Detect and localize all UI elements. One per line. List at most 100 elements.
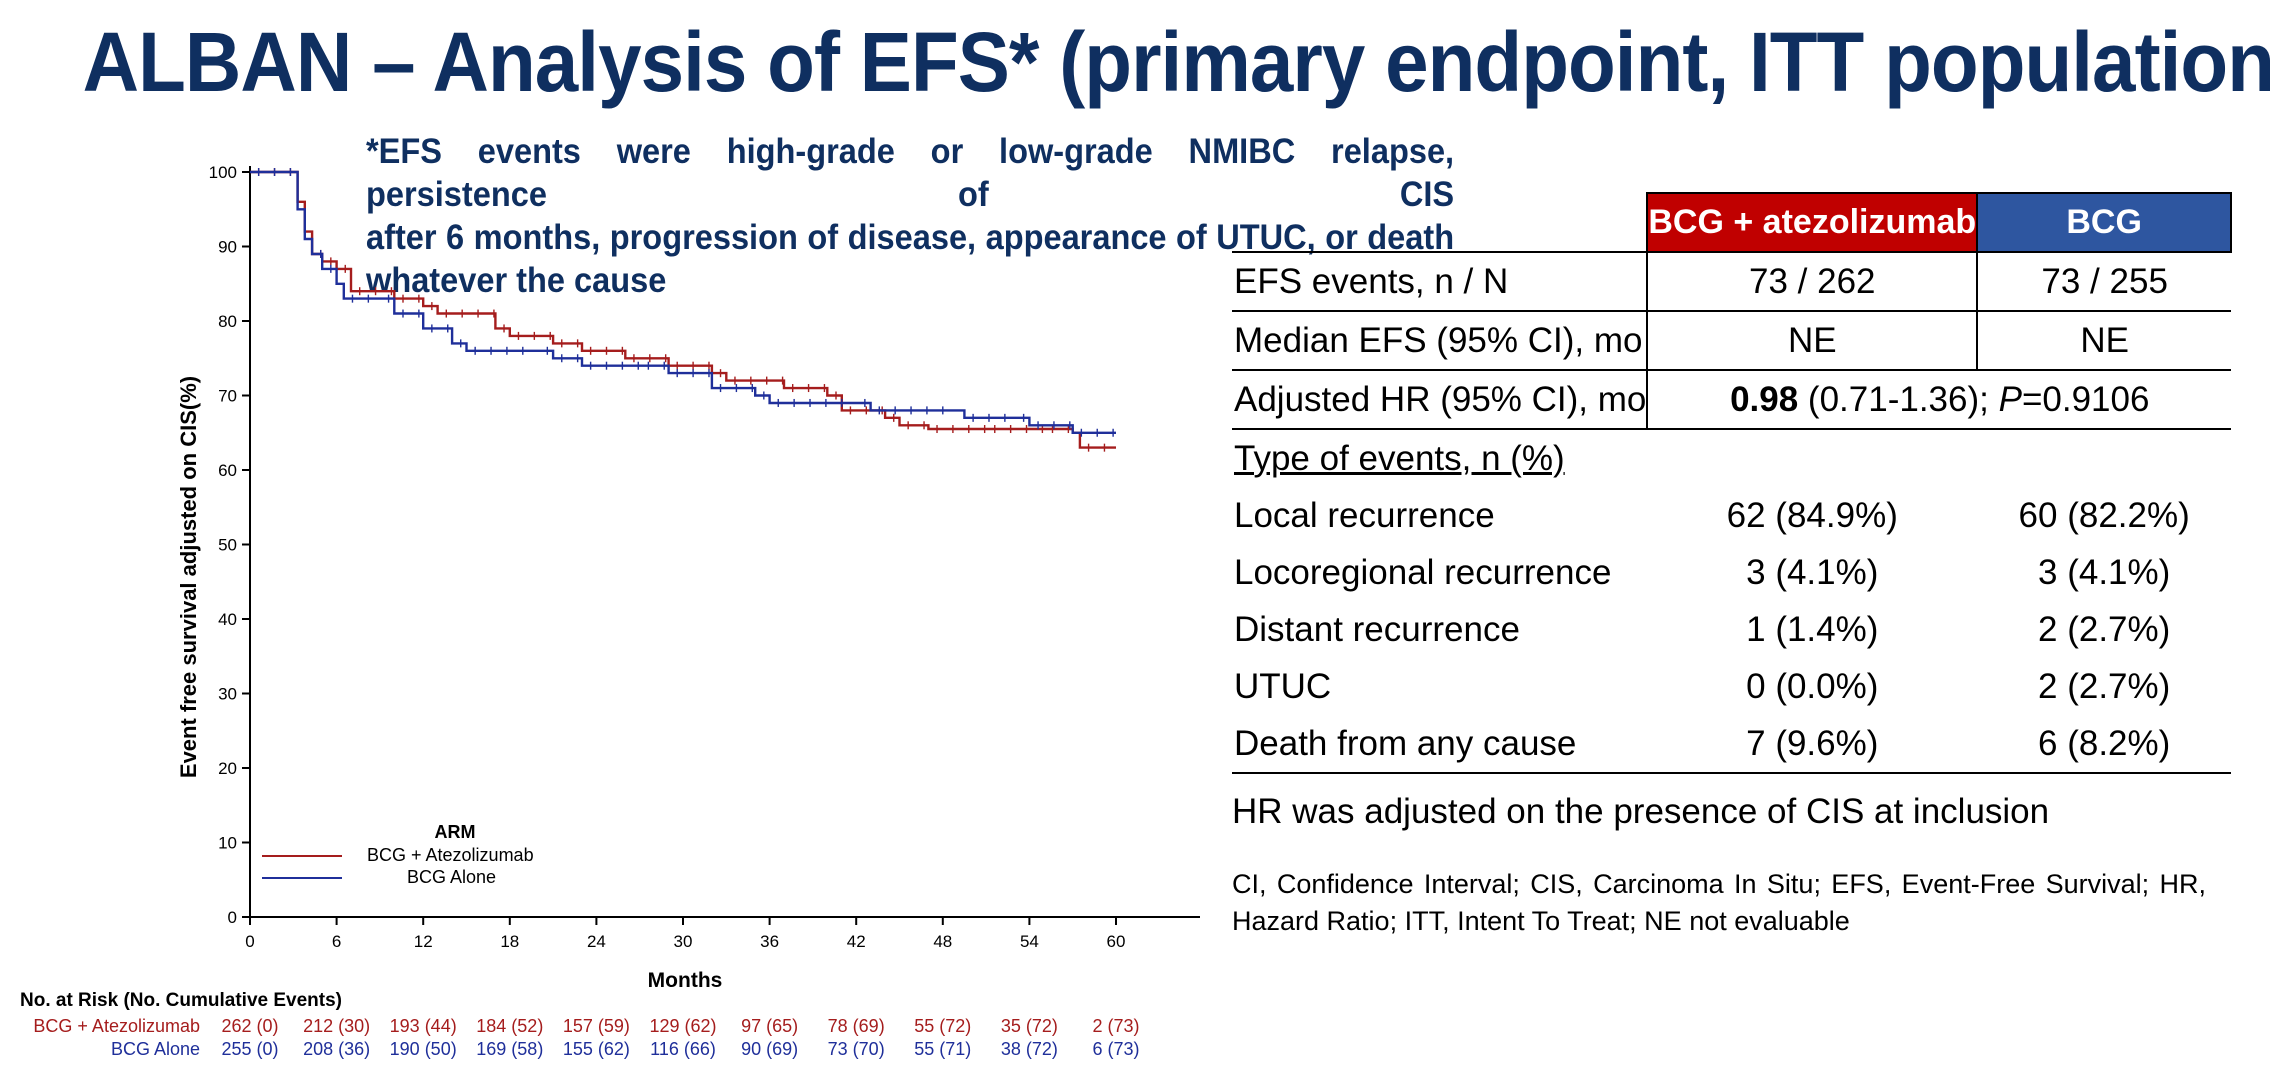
risk-cell: 6 (73) — [1092, 1039, 1140, 1059]
table-row-adjusted-hr: Adjusted HR (95% CI), mo 0.98 (0.71-1.36… — [1232, 370, 2232, 430]
table-row-death: Death from any cause 7 (9.6%) 6 (8.2%) — [1232, 715, 2232, 774]
legend-title: ARM — [435, 822, 476, 842]
series-line-atezolizumab — [250, 170, 1116, 449]
table-row-local-recurrence: Local recurrence 62 (84.9%) 60 (82.2%) — [1232, 487, 2231, 544]
risk-row-label: BCG Alone — [110, 1039, 200, 1059]
table-row-efs-events: EFS events, n / N 73 / 262 73 / 255 — [1232, 251, 2232, 312]
legend: ARM BCG + Atezolizumab BCG Alone — [262, 822, 534, 887]
y-tick-label: 50 — [218, 536, 237, 555]
row-label: EFS events, n / N — [1232, 251, 1649, 312]
y-axis: 0 10 20 30 40 50 60 70 80 90 100 — [209, 163, 251, 927]
risk-cell: 169 (58) — [476, 1039, 544, 1059]
row-label: Adjusted HR (95% CI), mo — [1232, 370, 1649, 430]
y-tick-label: 0 — [228, 908, 237, 927]
km-chart: 0 10 20 30 40 50 60 70 80 90 100 0 6 12 18 24 30 36 42 48 5… — [176, 163, 1200, 990]
hr-value: 0.98 — [1730, 379, 1799, 419]
risk-cell: 184 (52) — [476, 1016, 544, 1036]
risk-cell: 38 (72) — [1000, 1039, 1058, 1059]
risk-cell: 193 (44) — [389, 1016, 457, 1036]
footnote-line-3: whatever the cause — [366, 261, 667, 300]
y-tick-label: 40 — [218, 610, 237, 629]
y-tick-label: 80 — [218, 312, 237, 331]
legend-label-atezolizumab: BCG + Atezolizumab — [367, 845, 534, 865]
x-tick-label: 30 — [674, 932, 693, 951]
risk-cell: 73 (70) — [827, 1039, 885, 1059]
cell-atezolizumab: NE — [1647, 311, 1979, 371]
table-header-row: BCG + atezolizumab BCG — [1232, 192, 2233, 253]
y-tick-label: 10 — [218, 834, 237, 853]
risk-cell: 55 (71) — [914, 1039, 972, 1059]
table-row-types-header: Type of events, n (%) — [1232, 429, 2231, 487]
risk-cell: 212 (30) — [303, 1016, 371, 1036]
risk-cell: 190 (50) — [389, 1039, 457, 1059]
risk-cell: 129 (62) — [649, 1016, 717, 1036]
x-tick-label: 6 — [332, 932, 341, 951]
footnote-line-1: *EFS events were high-grade or low-grade… — [366, 132, 1455, 214]
cell-atezolizumab: 7 (9.6%) — [1647, 715, 1978, 774]
slide-title: ALBAN – Analysis of EFS* (primary endpoi… — [82, 15, 2270, 109]
cell-bcg: 2 (2.7%) — [2038, 666, 2171, 706]
cell-atezolizumab: 0 (0.0%) — [1746, 666, 1879, 706]
x-tick-label: 24 — [587, 932, 606, 951]
table-row-locoregional-recurrence: Locoregional recurrence 3 (4.1%) 3 (4.1%… — [1232, 544, 2231, 601]
y-tick-label: 100 — [209, 163, 237, 182]
risk-cell: 155 (62) — [562, 1039, 630, 1059]
risk-cell: 208 (36) — [303, 1039, 371, 1059]
row-label: Locoregional recurrence — [1234, 552, 1612, 592]
y-axis-label: Event free survival adjusted on CIS(%) — [176, 376, 201, 778]
p-value: =0.9106 — [2021, 379, 2150, 419]
x-tick-label: 54 — [1020, 932, 1039, 951]
table-row-utuc: UTUC 0 (0.0%) 2 (2.7%) — [1232, 658, 2231, 715]
footnote-line-2: after 6 months, progression of disease, … — [366, 218, 1455, 257]
table-row-median-efs: Median EFS (95% CI), mo NE NE — [1232, 311, 2232, 371]
row-label: Distant recurrence — [1234, 609, 1520, 649]
risk-cell: 255 (0) — [221, 1039, 279, 1059]
risk-cell: 35 (72) — [1000, 1016, 1058, 1036]
risk-cell: 116 (66) — [650, 1039, 716, 1059]
x-tick-label: 60 — [1107, 932, 1126, 951]
x-tick-label: 36 — [760, 932, 779, 951]
risk-cell: 262 (0) — [221, 1016, 279, 1036]
types-header: Type of events, n (%) — [1234, 438, 1565, 478]
legend-label-bcg-alone: BCG Alone — [407, 867, 496, 887]
y-tick-label: 30 — [218, 685, 237, 704]
risk-cell: 90 (69) — [741, 1039, 799, 1059]
risk-row-label: BCG + Atezolizumab — [33, 1016, 200, 1036]
x-tick-label: 48 — [933, 932, 952, 951]
cell-bcg: 73 / 255 — [1977, 251, 2232, 312]
risk-cell: 2 (73) — [1092, 1016, 1140, 1036]
cell-atezolizumab: 62 (84.9%) — [1726, 495, 1898, 535]
risk-cell: 157 (59) — [562, 1016, 630, 1036]
cell-atezolizumab: 1 (1.4%) — [1746, 609, 1879, 649]
risk-table-title: No. at Risk (No. Cumulative Events) — [20, 990, 343, 1011]
efs-results-table: BCG + atezolizumab BCG EFS events, n / N… — [1232, 192, 2233, 774]
cell-bcg: 2 (2.7%) — [2038, 609, 2171, 649]
x-tick-label: 42 — [847, 932, 866, 951]
cell-bcg: NE — [1977, 311, 2232, 371]
series-line-bcg-alone — [250, 170, 1116, 434]
efs-definition-footnote: *EFS events were high-grade or low-grade… — [366, 130, 1454, 302]
row-label: UTUC — [1234, 666, 1332, 706]
cell-atezolizumab: 73 / 262 — [1647, 251, 1979, 312]
risk-row-bcg-alone: BCG Alone 255 (0) 208 (36) 190 (50) 169 (58… — [0, 1039, 1200, 1061]
hr-adjustment-note: HR was adjusted on the presence of CIS a… — [1232, 792, 2050, 831]
cell-bcg: 3 (4.1%) — [2038, 552, 2171, 592]
x-tick-label: 12 — [414, 932, 433, 951]
risk-cell: 55 (72) — [914, 1016, 972, 1036]
x-tick-label: 18 — [500, 932, 519, 951]
x-tick-label: 0 — [245, 932, 254, 951]
cell-atezolizumab: 3 (4.1%) — [1746, 552, 1879, 592]
cell-bcg: 60 (82.2%) — [2018, 495, 2190, 535]
series-group — [250, 168, 1116, 452]
col-header-bcg: BCG — [1976, 192, 2233, 253]
row-label: Median EFS (95% CI), mo — [1232, 311, 1649, 371]
x-axis-label: Months — [648, 969, 723, 990]
table-row-distant-recurrence: Distant recurrence 1 (1.4%) 2 (2.7%) — [1232, 601, 2231, 658]
x-axis: 0 6 12 18 24 30 36 42 48 54 60 — [245, 916, 1200, 951]
y-tick-label: 70 — [218, 387, 237, 406]
risk-cell: 97 (65) — [741, 1016, 799, 1036]
hr-ci: (0.71-1.36); — [1798, 379, 1999, 419]
y-tick-label: 60 — [218, 461, 237, 480]
row-label: Local recurrence — [1234, 495, 1495, 535]
y-tick-label: 90 — [218, 238, 237, 257]
